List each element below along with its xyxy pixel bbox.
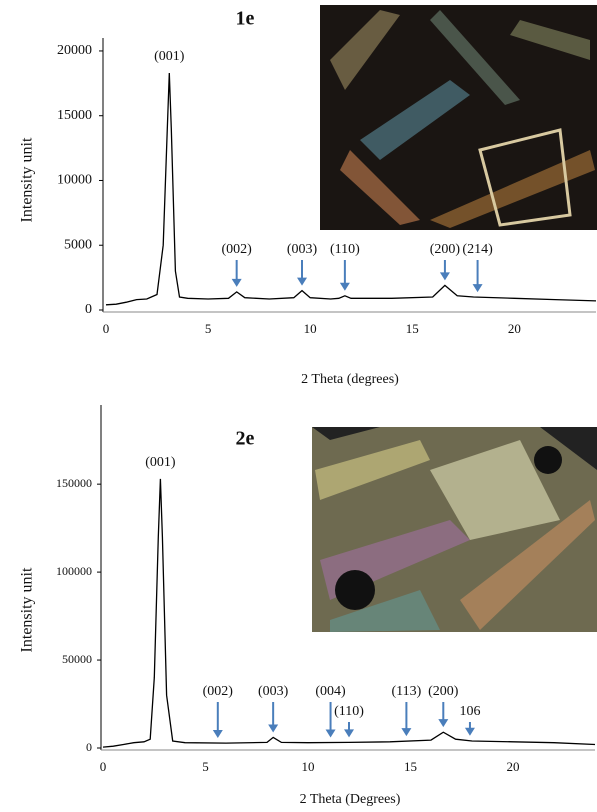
y-tick-label: 50000	[62, 652, 92, 666]
y-tick-label: 0	[85, 302, 92, 317]
peak-arrowhead	[440, 272, 450, 280]
y-tick-label: 150000	[56, 476, 92, 490]
peak-arrowhead	[213, 730, 223, 738]
peak-label: (113)	[391, 684, 421, 699]
peak-arrowhead	[297, 278, 307, 286]
y-tick-label: 10000	[57, 173, 92, 188]
chart-title: 1e	[236, 8, 255, 30]
peak-arrowhead	[465, 728, 475, 736]
page: {"chart_data": [ {"type": "line", "title…	[0, 0, 597, 812]
x-tick-label: 20	[507, 759, 520, 774]
y-axis-title: Intensity unit	[19, 567, 36, 652]
peak-arrowhead	[438, 719, 448, 727]
peak-label: (200)	[430, 242, 461, 257]
y-tick-label: 5000	[64, 237, 92, 252]
peak-label: (110)	[330, 242, 360, 257]
peak-arrowhead	[232, 279, 242, 287]
y-tick-label: 100000	[56, 564, 92, 578]
chart-title: 2e	[236, 428, 255, 450]
x-tick-label: 0	[100, 759, 107, 774]
x-tick-label: 15	[406, 321, 419, 336]
peak-label: (200)	[428, 684, 459, 699]
peak-label: (004)	[315, 684, 346, 699]
x-axis-title: 2 Theta (degrees)	[301, 372, 399, 387]
y-tick-label: 20000	[57, 43, 92, 58]
y-tick-label: 15000	[57, 108, 92, 123]
peak-arrowhead	[401, 728, 411, 736]
x-tick-label: 20	[508, 321, 521, 336]
peak-label: (003)	[287, 242, 318, 257]
x-tick-label: 10	[302, 759, 315, 774]
peak-arrowhead	[326, 730, 336, 738]
micrograph-2e	[312, 427, 597, 632]
peak-arrowhead	[344, 729, 354, 737]
peak-label: (002)	[222, 242, 253, 257]
peak-label: 106	[459, 704, 480, 719]
micrograph-1e	[320, 5, 597, 230]
peak-arrowhead	[268, 724, 278, 732]
y-tick-label: 0	[86, 740, 92, 754]
x-axis-title: 2 Theta (Degrees)	[300, 792, 401, 807]
peak-label: (001)	[154, 49, 185, 64]
peak-label: (214)	[462, 242, 493, 257]
x-tick-label: 5	[205, 321, 212, 336]
peak-label: (001)	[145, 455, 176, 470]
peak-label: (003)	[258, 684, 289, 699]
peak-label: (110)	[334, 704, 364, 719]
x-tick-label: 5	[202, 759, 209, 774]
peak-arrowhead	[340, 283, 350, 291]
x-tick-label: 10	[304, 321, 317, 336]
figure: 1e2 Theta (degrees)Intensity unit0500010…	[0, 0, 597, 812]
peak-arrowhead	[473, 284, 483, 292]
x-tick-label: 15	[404, 759, 417, 774]
y-axis-title: Intensity unit	[19, 137, 36, 222]
x-tick-label: 0	[103, 321, 110, 336]
peak-label: (002)	[203, 684, 234, 699]
